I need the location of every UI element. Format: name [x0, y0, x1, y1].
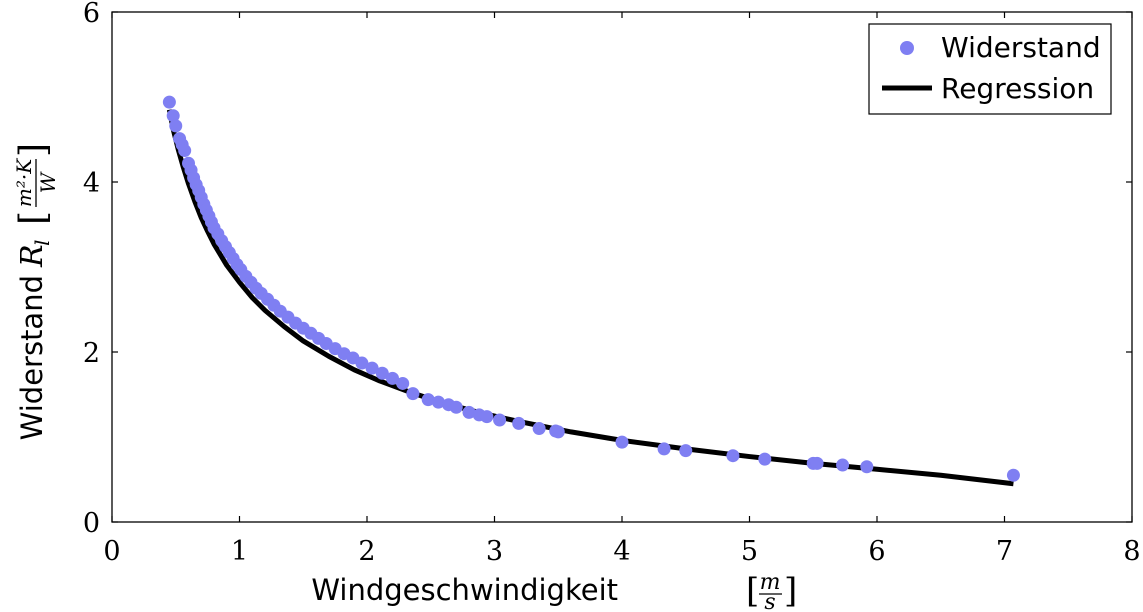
y-tick-label: 4: [83, 168, 100, 199]
data-point: [449, 400, 463, 414]
regression-line: [166, 109, 1014, 487]
legend-box: [868, 23, 1112, 115]
data-point: [396, 376, 410, 390]
legend: Widerstand Regression: [868, 23, 1112, 115]
y-tick-label: 6: [83, 0, 100, 29]
axis-ticks: [111, 11, 1133, 523]
y-axis-label-text: Widerstand: [15, 275, 49, 440]
legend-label-widerstand: Widerstand: [941, 31, 1101, 64]
data-point: [386, 371, 399, 385]
data-point: [421, 393, 435, 407]
data-point: [1006, 468, 1020, 482]
x-axis-unit-close-bracket: ]: [784, 571, 797, 611]
data-point: [532, 422, 546, 435]
x-axis-label-text: Windgeschwindigkeit: [311, 573, 618, 607]
x-tick-label: 1: [231, 536, 248, 567]
data-point: [836, 458, 850, 472]
data-point: [431, 395, 445, 409]
x-axis-unit-open-bracket: [: [746, 571, 759, 611]
data-point: [512, 416, 526, 430]
data-point: [726, 449, 740, 463]
data-point: [810, 456, 824, 470]
data-point: [162, 95, 176, 109]
x-tick-label: 0: [103, 536, 120, 567]
data-point: [406, 387, 420, 401]
y-axis-label: Widerstand R l [ m²·K W ]: [12, 143, 60, 440]
data-point: [657, 442, 671, 456]
data-point: [679, 444, 693, 458]
data-point: [178, 144, 192, 158]
data-point: [355, 356, 369, 370]
legend-marker-widerstand: [900, 41, 914, 55]
y-tick-label: 0: [83, 508, 100, 539]
data-point: [462, 405, 476, 419]
y-axis-unit-close-bracket: ]: [13, 143, 54, 157]
x-tick-label: 2: [358, 536, 375, 567]
x-tick-label: 7: [996, 536, 1013, 567]
x-tick-label: 5: [741, 536, 758, 567]
y-axis-symbol-subscript: l: [30, 240, 54, 246]
y-axis-unit-numerator: m²·K: [12, 158, 36, 207]
data-point: [860, 460, 874, 474]
y-tick-label: 2: [83, 338, 100, 369]
y-axis-unit-open-bracket: [: [13, 211, 54, 225]
data-point: [615, 435, 629, 449]
x-axis-unit-numerator: m: [760, 570, 781, 595]
scatter-points: [162, 95, 1020, 482]
data-point: [375, 366, 389, 380]
legend-label-regression: Regression: [941, 72, 1094, 105]
x-axis-label: Windgeschwindigkeit [ m s ]: [311, 570, 797, 612]
y-axis-symbol: R: [15, 244, 50, 268]
data-point: [169, 119, 183, 133]
data-point: [166, 109, 180, 123]
data-point: [365, 361, 379, 375]
x-tick-label: 3: [486, 536, 503, 567]
data-point: [480, 410, 494, 424]
data-point: [551, 425, 565, 439]
data-point: [493, 413, 507, 427]
axis-tick-labels: 0 1 2 3 4 5 6 7 8 0 2 4 6: [83, 0, 1141, 567]
x-tick-label: 8: [1123, 536, 1140, 567]
x-tick-label: 6: [868, 536, 885, 567]
y-axis-unit-denominator: W: [36, 171, 60, 193]
x-tick-label: 4: [613, 536, 630, 567]
x-axis-unit-denominator: s: [764, 590, 775, 612]
data-point: [758, 452, 772, 466]
